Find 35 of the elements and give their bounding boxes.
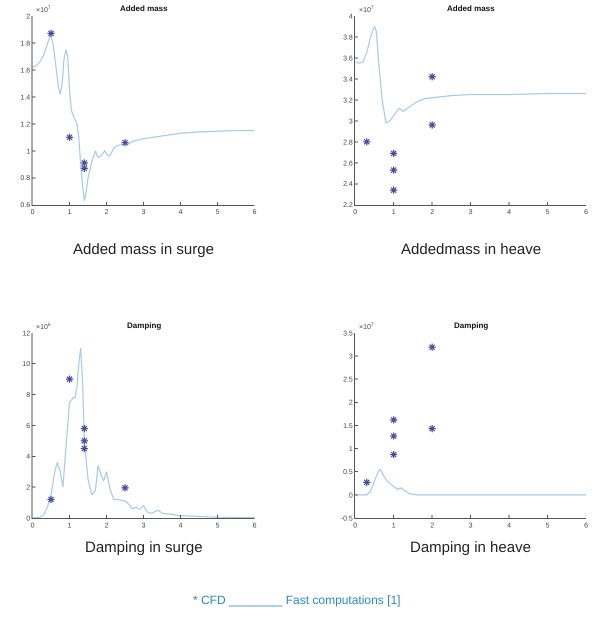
point — [80, 158, 89, 168]
text: * CFD ________ Fast computations [1] — [193, 593, 400, 607]
point — [120, 484, 130, 492]
point — [80, 444, 89, 453]
point — [65, 374, 74, 384]
point — [389, 166, 398, 174]
line-series — [355, 26, 586, 124]
chart-title: Damping — [127, 321, 162, 330]
x-axis-title: Added mass in surge — [73, 241, 214, 258]
line-series — [32, 34, 255, 202]
point — [362, 138, 371, 146]
chart-title: Damping — [454, 321, 488, 330]
point — [80, 436, 89, 446]
point — [428, 343, 436, 352]
point — [428, 120, 436, 130]
point — [46, 29, 56, 38]
point — [428, 72, 436, 81]
point — [389, 186, 398, 194]
line-series — [355, 468, 586, 496]
x-axis-title: Addedmass in heave — [401, 241, 542, 258]
point — [65, 133, 74, 142]
x-axis-title: Damping in heave — [410, 539, 531, 556]
point — [80, 164, 89, 173]
chart-title: Added mass — [120, 4, 168, 13]
point — [389, 450, 398, 459]
chart-title: Added mass — [447, 4, 496, 13]
x-axis-title: Damping in surge — [85, 539, 203, 556]
point — [120, 138, 130, 147]
point — [389, 149, 398, 158]
point — [389, 432, 398, 440]
point — [46, 495, 56, 504]
point — [389, 416, 398, 424]
point — [428, 424, 436, 433]
point — [362, 478, 371, 487]
point — [80, 424, 89, 433]
